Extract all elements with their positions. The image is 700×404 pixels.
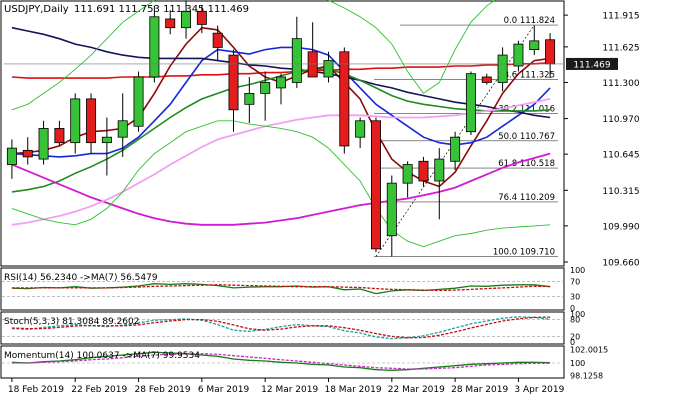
moving-average-bollinger xyxy=(11,0,496,111)
candle-bear xyxy=(22,149,33,158)
fib-level-label: 61.8 110.518 xyxy=(498,159,555,169)
candle-bear xyxy=(196,10,207,25)
main-panel: 111.915 111.625 111.300 110.970 110.645 110.3… xyxy=(4,0,640,269)
candle-bull xyxy=(38,128,49,160)
chart-title: USDJPY,Daily xyxy=(4,4,69,15)
stoch-caption: Stoch(5,3,3) 81.3084 89.2602 xyxy=(4,317,139,327)
price-tick-label: 110.645 xyxy=(602,151,639,161)
moving-average-ma_blue xyxy=(11,46,551,158)
price-tick-label: 109.660 xyxy=(602,259,639,269)
candle-bull xyxy=(291,38,302,83)
indicator-tick-label: 102.0015 xyxy=(570,346,608,355)
candle-bull xyxy=(355,120,366,138)
candle-bull xyxy=(101,136,112,144)
candle-bear xyxy=(307,51,318,78)
fib-level-label: 76.4 110.209 xyxy=(498,193,555,203)
time-tick-label: 3 Apr 2019 xyxy=(514,385,564,395)
candle-bull xyxy=(244,92,255,105)
main-panel-frame xyxy=(0,0,565,267)
moving-average-ma_red xyxy=(11,61,551,79)
candle-bull xyxy=(260,82,271,94)
ohlc-readout: 111.691 111.753 111.345 111.469 xyxy=(74,4,249,15)
moving-average-bollinger xyxy=(11,120,551,248)
momentum-panel-frame xyxy=(0,345,565,379)
fib-level-label: 100.0 109.710 xyxy=(493,248,555,258)
candle-bear xyxy=(339,51,350,147)
time-axis: 18 Feb 2019 22 Feb 2019 28 Feb 2019 6 Mar 2… xyxy=(8,378,565,395)
candle-bull xyxy=(402,164,413,184)
indicator-tick-label: 100 xyxy=(570,310,585,319)
indicator-tick-label: 20 xyxy=(570,332,580,341)
fib-level-label: 0.0 111.824 xyxy=(504,16,555,26)
candle-bear xyxy=(370,120,381,250)
candle-bull xyxy=(434,158,445,182)
candle-bear xyxy=(54,128,65,144)
time-tick-label: 28 Feb 2019 xyxy=(135,385,191,395)
indicator-series-stoch_main xyxy=(11,316,551,340)
candle-bear xyxy=(212,32,223,48)
current-price-badge xyxy=(566,57,618,70)
time-tick-label: 22 Feb 2019 xyxy=(71,385,127,395)
stoch-panel-frame xyxy=(0,311,565,345)
candle-bull xyxy=(133,76,144,127)
price-tick-label: 111.625 xyxy=(602,43,639,53)
fib-level-label: 23.6 111.325 xyxy=(498,71,555,81)
candle-bull xyxy=(149,16,160,78)
indicator-tick-label: 80 xyxy=(570,316,580,325)
indicator-tick-label: 100 xyxy=(570,359,585,368)
candle-bear xyxy=(545,39,556,65)
time-tick-label: 28 Mar 2019 xyxy=(451,385,508,395)
candle-bull xyxy=(497,54,508,83)
indicator-tick-label: 30 xyxy=(570,293,580,302)
price-tick-label: 111.915 xyxy=(602,12,639,22)
candle-bull xyxy=(323,60,334,78)
candle-bull xyxy=(450,136,461,162)
time-tick-label: 22 Mar 2019 xyxy=(388,385,445,395)
indicator-tick-label: 98.1258 xyxy=(570,371,603,380)
candle-bull xyxy=(6,147,17,165)
momentum-caption: Momentum(14) 100.0637 ->MA(7) 99.9534 xyxy=(4,351,200,361)
moving-average-ma_navy xyxy=(11,26,551,119)
price-tick-label: 110.315 xyxy=(602,187,639,197)
momentum-panel: 102.0015 100 98.1258 xyxy=(2,346,608,380)
candle-bull xyxy=(386,182,397,237)
indicator-series-stoch_signal xyxy=(11,316,551,339)
candle-bear xyxy=(86,98,97,144)
indicator-series-mom_line xyxy=(11,351,551,371)
candle-bear xyxy=(165,18,176,29)
candle-bull xyxy=(117,120,128,138)
moving-average-ma_pink xyxy=(11,98,551,226)
candle-bull xyxy=(181,10,192,29)
indicator-tick-label: 0 xyxy=(570,338,575,347)
rsi-caption: RSI(14) 56.2340 ->MA(7) 56.5479 xyxy=(4,273,158,283)
candle-bull xyxy=(70,98,81,144)
current-price-label: 111.469 xyxy=(573,60,610,70)
time-tick-label: 6 Mar 2019 xyxy=(198,385,250,395)
price-tick-label: 111.300 xyxy=(602,79,639,89)
time-tick-label: 12 Mar 2019 xyxy=(261,385,318,395)
candle-bear xyxy=(481,76,492,83)
time-tick-label: 18 Mar 2019 xyxy=(324,385,381,395)
indicator-tick-label: 0 xyxy=(570,304,575,313)
candle-bear xyxy=(418,160,429,182)
candle-bull xyxy=(465,73,476,133)
candle-bull xyxy=(513,43,524,67)
price-tick-label: 110.970 xyxy=(602,115,639,125)
candle-bull xyxy=(529,40,540,51)
indicator-tick-label: 70 xyxy=(570,277,580,286)
rsi-panel: 100 70 30 0 xyxy=(2,266,585,313)
rsi-panel-frame xyxy=(0,267,565,311)
indicator-tick-label: 100 xyxy=(570,266,585,275)
price-tick-label: 109.990 xyxy=(602,222,639,232)
candle-bear xyxy=(228,54,239,111)
indicator-series-rsi_line xyxy=(11,283,551,295)
fib-level-label: 50.0 110.767 xyxy=(498,132,555,142)
candle-bull xyxy=(276,76,286,89)
time-tick-label: 18 Feb 2019 xyxy=(8,385,64,395)
